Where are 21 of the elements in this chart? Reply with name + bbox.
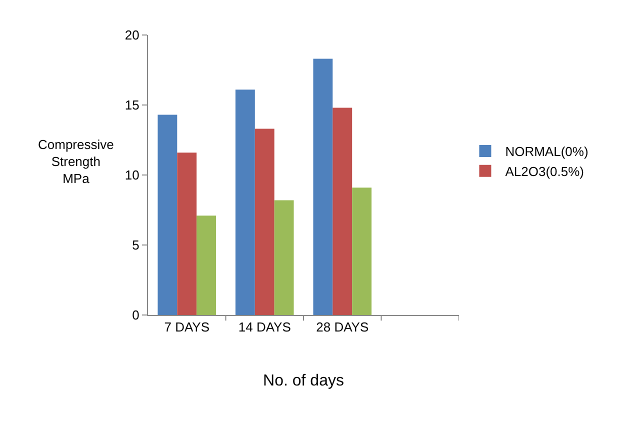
- x-tick-label: 7 DAYS: [164, 320, 210, 335]
- y-tick-label: 15: [124, 98, 140, 113]
- legend-label: NORMAL(0%): [505, 144, 588, 160]
- bar: [254, 128, 274, 315]
- x-tick-label: 28 DAYS: [316, 320, 369, 335]
- x-axis-title: No. of days: [263, 372, 344, 390]
- bar: [158, 114, 178, 315]
- y-tick-label: 0: [132, 308, 140, 323]
- bar: [352, 188, 372, 315]
- bar: [177, 152, 197, 315]
- bar: [235, 90, 255, 315]
- y-tick-label: 10: [124, 168, 140, 183]
- bar: [332, 108, 352, 315]
- legend-label: AL2O3(0.5%): [505, 164, 584, 179]
- x-tick-label: 14 DAYS: [238, 320, 292, 335]
- bar: [313, 58, 333, 315]
- y-tick-label: 5: [132, 238, 140, 253]
- y-axis-title: Compressive Strength MPa: [38, 137, 114, 186]
- bar: [196, 216, 216, 315]
- bar: [274, 200, 294, 315]
- y-tick-label: 20: [124, 28, 140, 43]
